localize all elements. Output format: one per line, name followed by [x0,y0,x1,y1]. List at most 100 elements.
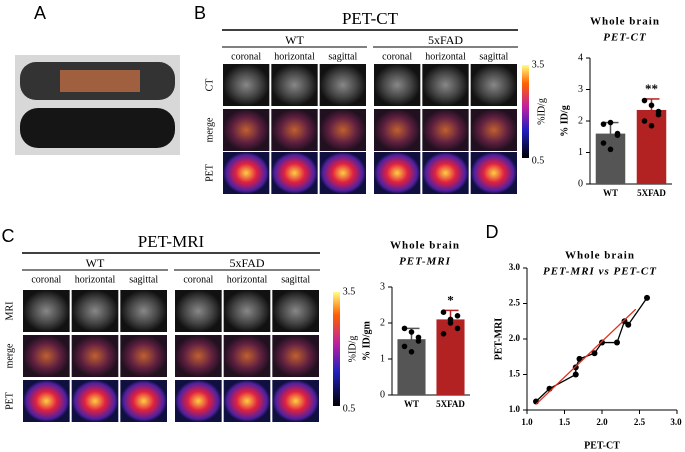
view-label: horizontal [75,274,116,285]
data-point [644,294,650,301]
image [422,109,469,151]
data-point [591,350,598,357]
group-label: 5xFAD [229,256,264,270]
data-point [655,111,662,118]
colorbar-max: 3.5 [343,286,356,297]
data-point [408,329,415,335]
colorbar-max: 3.5 [532,59,545,70]
image [223,290,271,332]
y-tick-label: 2.5 [509,298,521,308]
image [71,335,119,377]
data-point [440,309,447,316]
y-tick-label: 2 [578,115,583,126]
panel-label: B [194,3,206,23]
view-label: sagittal [479,51,508,62]
data-point [447,316,454,323]
data-point [648,102,655,109]
y-axis-label: % ID/g [559,105,570,136]
image [175,335,222,377]
view-label: horizontal [227,274,268,285]
image [23,290,70,332]
y-tick-label: 1.0 [509,404,521,414]
row-label: PET [204,164,215,182]
data-point [621,318,628,325]
data-point [440,331,447,337]
y-tick-label: 1 [578,147,583,158]
x-tick-label: 3.0 [670,417,682,427]
x-tick-label: 2.5 [634,417,646,427]
view-label: sagittal [281,274,310,285]
panel-title: PET-MRI [138,232,205,251]
y-tick-label: 1.5 [509,369,521,379]
row-label: CT [204,79,215,92]
image [319,152,366,194]
data-point [454,313,461,319]
view-label: sagittal [129,274,158,285]
view-label: coronal [31,274,61,285]
device [60,70,140,92]
image [223,109,270,151]
data-point [607,146,614,153]
chart-subtitle: PET-MRI vs PET-CT [543,266,657,278]
image [374,152,421,194]
image [470,152,517,194]
panel-label: C [2,226,15,246]
x-tick-label: 5XFAD [637,188,666,198]
chart-subtitle: PET-CT [603,32,647,44]
data-point [401,325,408,332]
image [120,335,167,377]
image [175,380,222,422]
significance: * [447,292,454,307]
chart-title: Whole brain [390,240,460,252]
image [319,109,366,151]
data-point [607,119,614,126]
data-point [641,97,648,104]
y-tick-label: 2.0 [509,333,521,343]
fit-line [535,308,637,405]
y-tick-label: 3 [578,84,583,95]
x-axis-label: PET-CT [584,440,620,451]
data-point [614,132,621,138]
data-point [614,339,620,346]
image [374,109,421,151]
x-tick-label: WT [603,188,618,198]
data-point [600,140,607,146]
data-point [401,343,408,350]
data-point [572,364,579,371]
data-point [454,325,461,332]
image [23,380,70,422]
group-label: WT [86,256,105,270]
y-tick-label: 1 [380,353,385,364]
image [223,335,271,377]
colorbar-min: 0.5 [532,155,545,166]
data-point [625,321,632,328]
group-label: 5xFAD [428,33,463,47]
row-label: MRI [4,302,15,321]
x-tick-label: 1.5 [559,417,571,427]
image [223,152,270,194]
image [120,290,167,332]
x-tick-label: 2.0 [596,417,608,427]
y-tick-label: 4 [578,52,583,63]
bar [636,109,667,184]
image [23,335,70,377]
bar [436,319,465,395]
image [422,64,469,106]
panel-label: D [486,222,499,242]
view-label: horizontal [425,51,466,62]
device [20,108,175,148]
x-tick-label: 1.0 [521,417,533,427]
image [175,290,222,332]
image [120,380,167,422]
view-label: coronal [231,51,261,62]
colorbar [333,292,340,406]
data-point [599,339,605,346]
data-point [600,121,607,127]
image [272,290,319,332]
y-axis-label: % ID/gm [361,320,372,360]
panel-label: A [34,3,46,23]
panel-a: A [15,3,180,155]
view-label: sagittal [328,51,357,62]
image [271,152,318,194]
